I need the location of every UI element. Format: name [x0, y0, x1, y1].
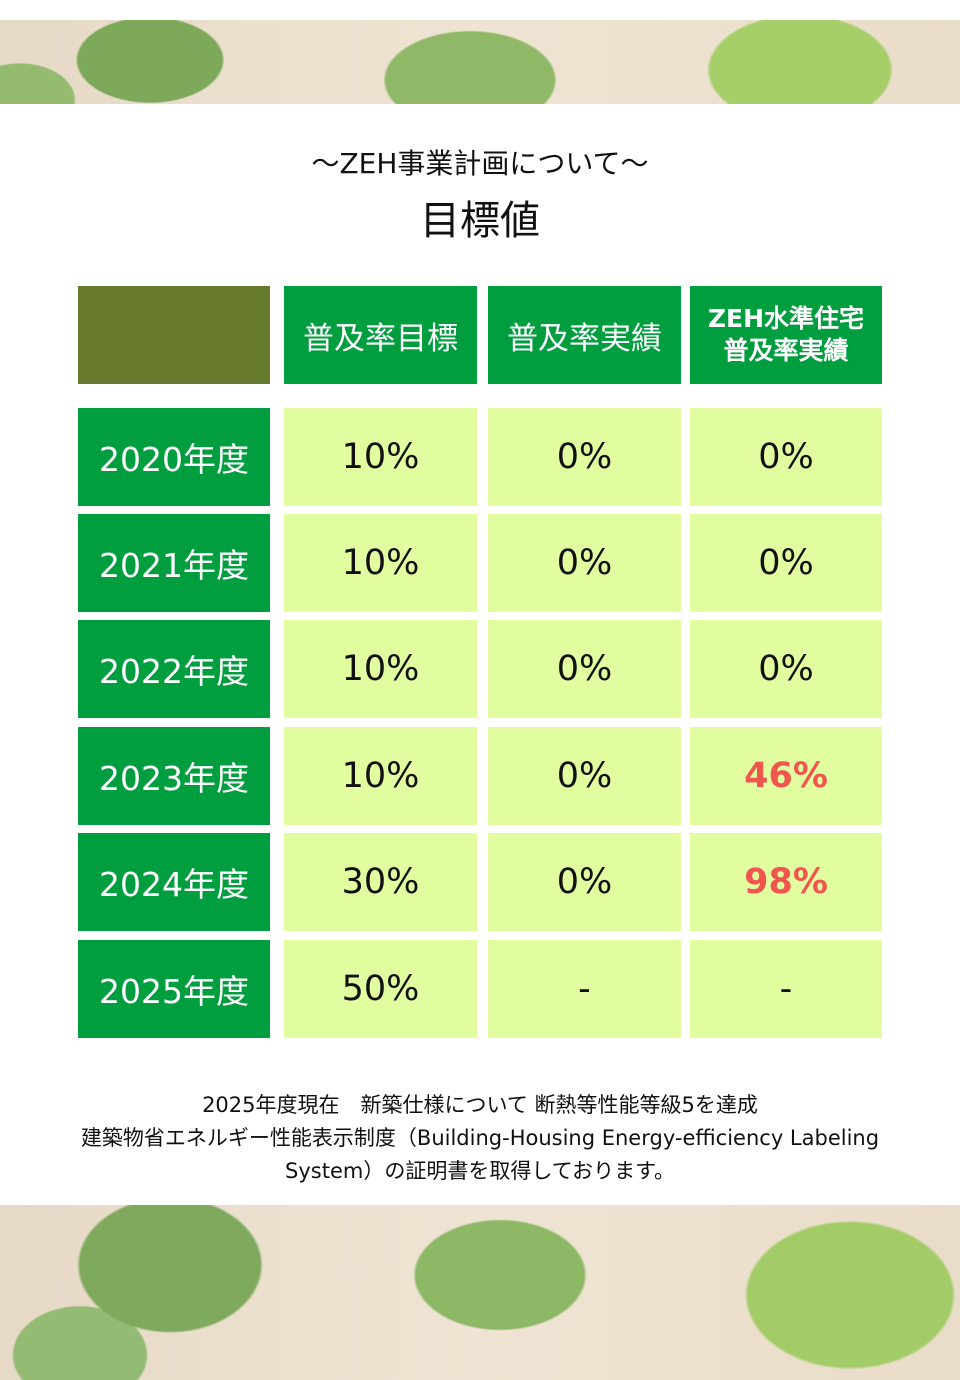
zeh-cell: 0%	[690, 514, 882, 612]
header-target: 普及率目標	[284, 286, 477, 384]
actual-cell: 0%	[488, 833, 681, 931]
actual-cell: 0%	[488, 727, 681, 825]
footnote: 2025年度現在 新築仕様について 断熱等性能等級5を達成 建築物省エネルギー性…	[20, 1089, 940, 1188]
target-cell: 50%	[284, 940, 477, 1038]
target-cell: 10%	[284, 514, 477, 612]
header-zeh-line2: 普及率実績	[723, 336, 849, 365]
page-subtitle: ～ZEH事業計画について～	[311, 147, 649, 180]
target-cell: 30%	[284, 833, 477, 931]
actual-cell: 0%	[488, 514, 681, 612]
year-cell: 2023年度	[78, 727, 270, 825]
target-cell: 10%	[284, 727, 477, 825]
target-cell: 10%	[284, 620, 477, 718]
year-cell: 2020年度	[78, 408, 270, 506]
zeh-cell: 46%	[690, 727, 882, 825]
zeh-cell: -	[690, 940, 882, 1038]
actual-cell: 0%	[488, 408, 681, 506]
actual-cell: -	[488, 940, 681, 1038]
footnote-line: 建築物省エネルギー性能表示制度（Building-Housing Energy-…	[80, 1126, 880, 1150]
zeh-cell: 98%	[690, 833, 882, 931]
year-cell: 2021年度	[78, 514, 270, 612]
header-actual: 普及率実績	[488, 286, 681, 384]
target-cell: 10%	[284, 408, 477, 506]
year-cell: 2025年度	[78, 940, 270, 1038]
footnote-line: 2025年度現在 新築仕様について 断熱等性能等級5を達成	[202, 1093, 758, 1117]
year-cell: 2022年度	[78, 620, 270, 718]
leaf-banner-bottom	[0, 1205, 960, 1380]
zeh-cell: 0%	[690, 620, 882, 718]
page-title: 目標値	[420, 198, 540, 244]
zeh-cell: 0%	[690, 408, 882, 506]
footnote-line: System）の証明書を取得しております。	[285, 1159, 675, 1183]
actual-cell: 0%	[488, 620, 681, 718]
header-zeh-line1: ZEH水準住宅	[707, 303, 865, 333]
header-corner	[78, 286, 270, 384]
year-cell: 2024年度	[78, 833, 270, 931]
header-zeh: ZEH水準住宅 普及率実績	[690, 286, 882, 384]
leaf-banner-top	[0, 20, 960, 104]
